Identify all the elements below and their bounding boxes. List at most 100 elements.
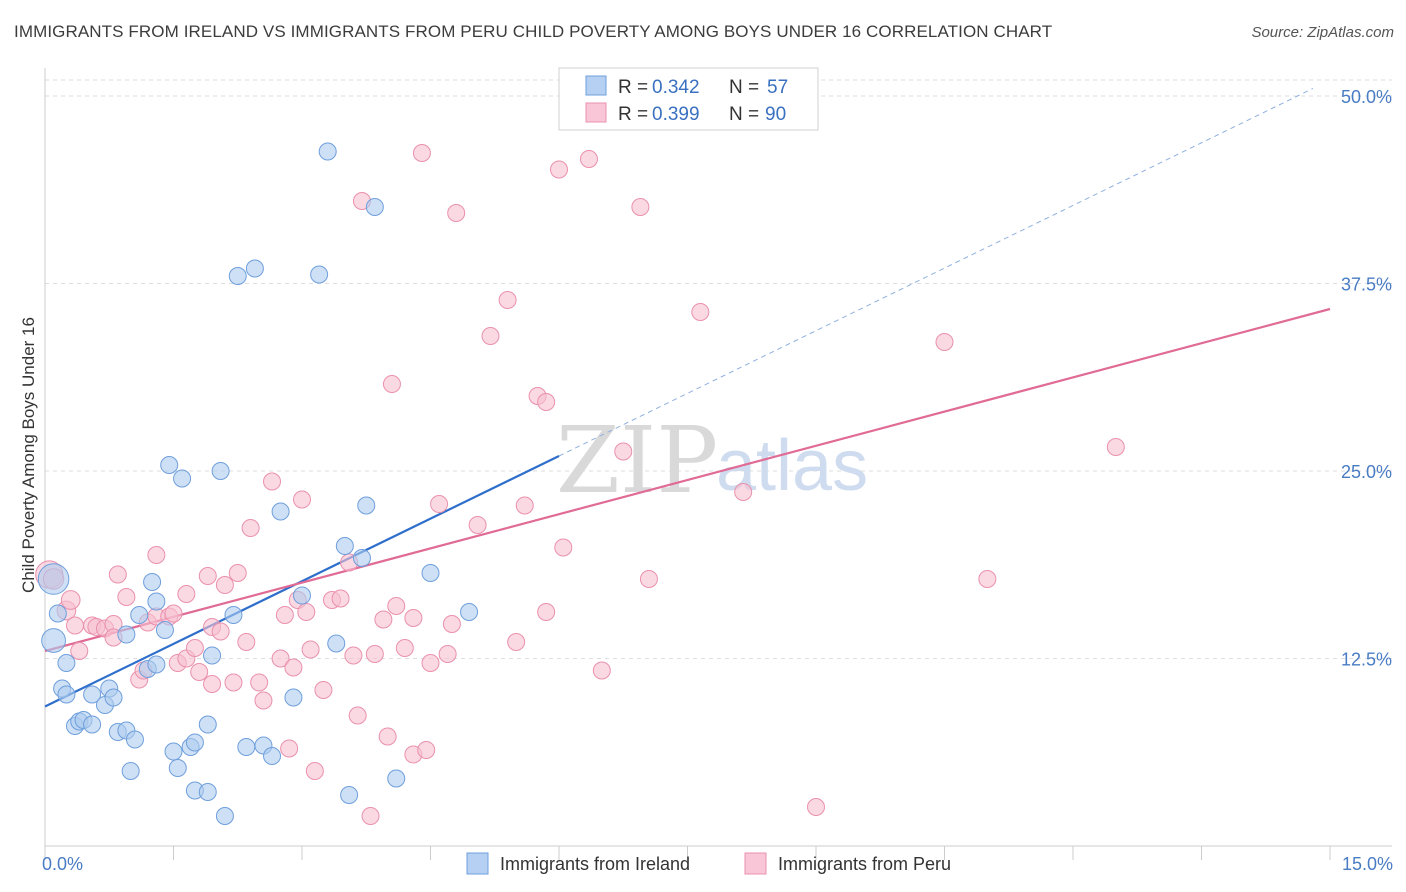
bottom-legend-ireland-swatch [466,852,489,875]
peru-point-72 [507,633,526,651]
ireland-point-19 [130,606,149,624]
ireland-point-13 [104,688,123,707]
peru-point-54 [365,645,384,663]
legend-ireland-n-value: 57 [767,77,788,98]
peru-point-53 [361,807,380,825]
peru-point-57 [382,375,401,393]
ireland-point-54 [387,769,406,788]
peru-point-16 [147,546,166,564]
ireland-point-46 [310,265,329,284]
peru-point-62 [412,144,431,162]
peru-point-46 [314,681,333,699]
peru-point-88 [978,570,997,588]
legend-peru-swatch [585,102,607,123]
peru-point-4 [65,616,84,635]
peru-point-44 [301,640,320,659]
bottom-legend-peru-label: Immigrants from Peru [778,854,951,874]
peru-point-82 [631,198,650,216]
peru-point-77 [550,160,568,179]
peru-point-24 [190,663,209,681]
peru-point-59 [395,639,414,657]
ireland-point-36 [215,807,234,825]
peru-point-51 [348,706,367,725]
legend-peru-r-label: R = [618,104,648,125]
peru-point-45 [305,762,324,780]
ireland-trend-extension [558,88,1314,457]
legend-peru-n-value: 90 [765,104,786,125]
peru-point-36 [263,472,282,491]
y-axis-title: Child Poverty Among Boys Under 16 [19,317,38,593]
legend-peru-r-value: 0.399 [652,104,700,125]
ireland-point-38 [228,267,247,285]
x-tick-label-1: 15.0% [1342,854,1393,874]
peru-point-89 [1106,438,1125,456]
ireland-point-2 [48,604,67,623]
ireland-point-22 [147,592,166,611]
peru-point-66 [438,645,457,663]
peru-point-40 [284,658,303,677]
watermark-zip: ZIP [556,407,718,514]
peru-point-23 [185,639,204,657]
ireland-point-50 [340,786,359,804]
peru-point-42 [293,490,311,509]
ireland-point-23 [147,655,166,674]
peru-point-3 [60,590,81,610]
ireland-point-47 [318,142,337,161]
peru-point-25 [198,567,217,585]
ireland-point-27 [168,759,187,777]
chart-title: IMMIGRANTS FROM IRELAND VS IMMIGRANTS FR… [14,22,1053,41]
ireland-trend-line [44,455,560,708]
peru-point-50 [344,646,363,665]
peru-point-56 [378,727,397,746]
peru-point-81 [614,442,633,461]
peru-point-71 [498,291,517,309]
peru-point-29 [215,576,234,594]
ireland-point-28 [173,469,192,488]
peru-point-31 [228,564,247,582]
axes [44,68,1392,860]
peru-point-79 [579,150,598,168]
y-tick-label-0: 12.5% [1341,650,1392,670]
peru-point-38 [275,606,294,624]
legend-peru-n-label: N = [729,104,759,125]
ireland-point-33 [198,715,217,734]
legend-ireland-n-label: N = [729,77,759,98]
peru-point-70 [481,327,500,345]
stats-legend: R = 0.342 N = 57 R = 0.399 N = 90 [558,67,819,131]
ireland-point-35 [211,462,230,480]
ireland-point-40 [237,738,256,756]
peru-point-34 [250,673,269,692]
ireland-point-48 [327,634,346,653]
gridlines [45,79,1392,659]
peru-point-68 [447,204,466,222]
peru-point-48 [331,589,350,608]
trend-lines [44,88,1331,708]
source-credit: Source: ZipAtlas.com [1251,24,1394,41]
ireland-point-10 [83,685,102,704]
ireland-point-17 [125,730,144,749]
ireland-point-55 [421,564,440,582]
peru-point-12 [117,588,136,606]
ireland-point-1 [41,628,66,653]
peru-point-22 [177,585,196,603]
ireland-point-14 [117,625,136,644]
ireland-point-51 [352,549,371,567]
peru-trend-line [44,307,1331,653]
peru-point-43 [297,603,316,621]
ireland-point-49 [335,537,354,555]
y-tick-label-3: 50.0% [1341,87,1392,107]
peru-point-19 [164,604,183,623]
peru-point-76 [537,603,556,621]
peru-points [35,144,1125,825]
peru-point-80 [592,661,611,680]
ireland-point-56 [460,603,479,621]
ireland-point-43 [271,502,290,521]
ireland-point-45 [293,586,311,605]
ireland-point-42 [263,747,282,765]
peru-point-58 [387,597,406,615]
ireland-point-30 [185,733,204,752]
peru-point-78 [554,538,573,557]
peru-point-28 [211,622,230,641]
legend-ireland-r-label: R = [618,77,648,98]
y-tick-label-2: 37.5% [1341,275,1392,295]
